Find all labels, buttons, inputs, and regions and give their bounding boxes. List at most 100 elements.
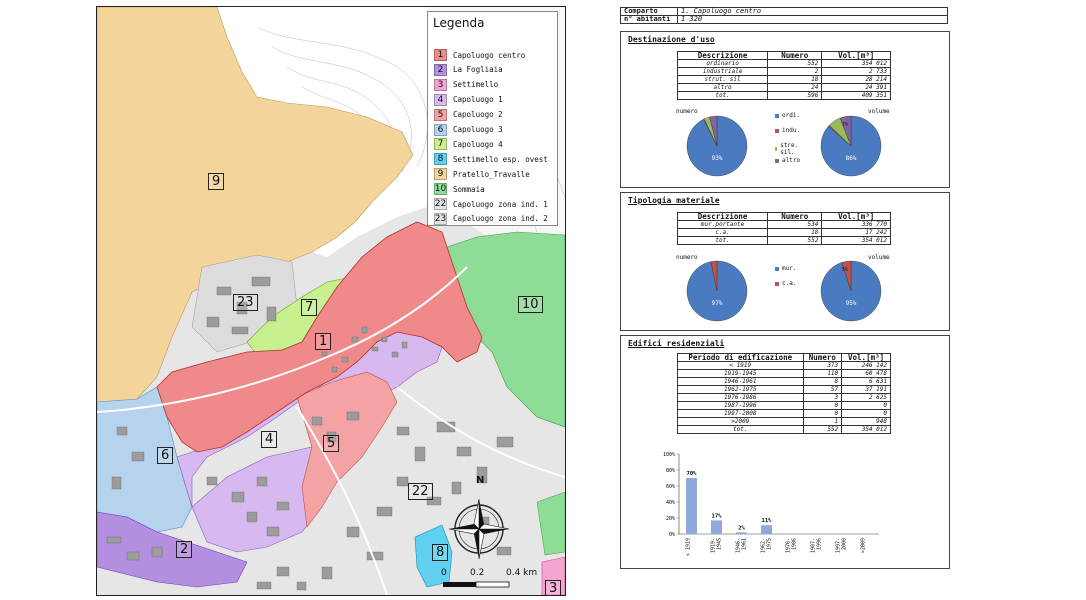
x-tick-label: 1986 bbox=[792, 538, 798, 550]
table-cell: 336 770 bbox=[821, 220, 891, 229]
table-cell: 1 bbox=[802, 417, 843, 426]
table-row: 1976-1986 3 2 625 bbox=[677, 393, 891, 402]
zone-2[interactable] bbox=[97, 511, 248, 588]
table-cell: tot. bbox=[676, 236, 769, 245]
table-cell: 2 625 bbox=[841, 393, 891, 402]
legend-label: Capoluogo centro bbox=[453, 50, 526, 60]
legend-swatch: 1 bbox=[434, 49, 447, 61]
table-cell: 246 142 bbox=[841, 361, 891, 370]
table-cell: >2009 bbox=[677, 417, 804, 426]
y-tick-label: 20% bbox=[666, 516, 675, 522]
x-tick-label: 1987- bbox=[811, 538, 817, 553]
pie-legend-label: c.a. bbox=[782, 280, 797, 287]
zone-3[interactable] bbox=[541, 556, 565, 595]
scale-tick-0: 0 bbox=[441, 568, 447, 578]
table-cell: tot. bbox=[676, 91, 769, 100]
table-cell: 354 012 bbox=[821, 236, 891, 245]
legend-label: Capoluogo 3 bbox=[453, 125, 503, 134]
pie-legend-item: stre. sil. bbox=[775, 142, 800, 156]
zone-label-9: 9 bbox=[208, 173, 225, 190]
north-label: N bbox=[476, 475, 485, 486]
x-tick-label: >2009 bbox=[861, 538, 867, 553]
table-cell: 552 bbox=[767, 59, 823, 68]
table-cell: 3 bbox=[802, 393, 843, 402]
table-header: Descrizione bbox=[676, 212, 769, 221]
tipologia-table: Descrizione Numero Vol.[m³] mur.portante 534… bbox=[676, 212, 891, 245]
table-cell: 1987-1996 bbox=[677, 401, 804, 410]
legend-label: Capoluogo 2 bbox=[453, 110, 503, 120]
table-cell: 6 631 bbox=[841, 377, 891, 386]
bar-data-label: 70% bbox=[687, 471, 698, 477]
x-tick-label: 1997- bbox=[836, 538, 842, 553]
edifici-panel: Edifici residenziali Periodo di edificaz… bbox=[620, 335, 950, 569]
dest-pie-numero: 93% bbox=[686, 115, 748, 177]
legend-item-10: 10 Sommaia bbox=[434, 182, 485, 196]
legend-item-6: 6 Capoluogo 3 bbox=[434, 123, 503, 137]
pie-slice bbox=[841, 260, 852, 292]
zone-label-23: 23 bbox=[233, 294, 258, 311]
legend-item-7: 7 Capoluogo 4 bbox=[434, 137, 503, 151]
table-cell: < 1919 bbox=[677, 361, 804, 370]
x-tick-label: 2008 bbox=[842, 538, 848, 550]
bar bbox=[736, 532, 747, 534]
zone-label-6: 6 bbox=[157, 447, 174, 464]
legend-item-3: 3 Settimello bbox=[434, 78, 498, 92]
table-header: Descrizione bbox=[676, 51, 769, 60]
pie-legend-item: indu. bbox=[775, 127, 800, 134]
legend-swatch: 8 bbox=[434, 153, 447, 166]
table-cell: 1946-1961 bbox=[677, 377, 804, 386]
tipologia-title: Tipologia materiale bbox=[628, 196, 720, 205]
scale-tick-2: 0.4 km bbox=[506, 568, 538, 578]
legend-label: Capoluogo zona ind. 2 bbox=[453, 214, 548, 224]
table-header: Periodo di edificazione bbox=[677, 353, 804, 362]
table-row: 1962-1975 57 37 191 bbox=[677, 385, 891, 394]
legend-swatch: 9 bbox=[434, 168, 447, 181]
legend-item-22: 22 Capoluogo zona ind. 1 bbox=[434, 197, 548, 211]
tipologia-panel: Tipologia materiale Descrizione Numero Vol… bbox=[620, 192, 950, 331]
table-cell: industriale bbox=[676, 67, 769, 76]
zone-9[interactable] bbox=[97, 7, 414, 408]
pie-legend-swatch bbox=[775, 281, 779, 286]
zone-1[interactable] bbox=[156, 221, 483, 453]
zone-label-1: 1 bbox=[315, 333, 332, 350]
legend-label: Capoluogo 1 bbox=[453, 95, 503, 105]
table-cell: 1919-1945 bbox=[677, 369, 804, 378]
table-cell: altro bbox=[676, 83, 769, 92]
table-cell: 948 bbox=[841, 417, 891, 426]
map-legend: Legenda 1 Capoluogo centro 2 La Fogliaia 3 Se… bbox=[427, 11, 558, 226]
x-tick-label: 1975 bbox=[767, 538, 773, 550]
pie-legend-swatch bbox=[775, 266, 779, 271]
scale-bar bbox=[443, 581, 510, 588]
pie-legend-item: ordi. bbox=[775, 112, 800, 119]
legend-label: Settimello bbox=[453, 80, 499, 90]
table-cell: 60 478 bbox=[841, 369, 891, 378]
table-row: 1987-1996 0 0 bbox=[677, 401, 891, 410]
pie-legend-swatch bbox=[775, 158, 779, 163]
table-cell: 18 bbox=[767, 75, 823, 84]
legend-label: Capoluogo 4 bbox=[453, 139, 503, 149]
table-cell: 552 bbox=[767, 236, 823, 245]
legend-item-9: 9 Pratello_Travalle bbox=[434, 167, 530, 181]
table-header: Vol.[m³] bbox=[821, 212, 891, 221]
zone-label-7: 7 bbox=[301, 299, 318, 316]
pie-legend-item: c.a. bbox=[775, 280, 796, 287]
table-cell: 28 214 bbox=[821, 75, 891, 84]
pie-data-label: 95% bbox=[846, 300, 857, 307]
table-row: >2009 1 948 bbox=[677, 417, 891, 426]
table-cell: 552 bbox=[802, 425, 843, 434]
pie-legend-swatch bbox=[775, 147, 778, 151]
dest-pie-volume: 86% 7% bbox=[820, 115, 882, 177]
x-tick-label: 1945 bbox=[717, 538, 723, 550]
table-row: tot. 552 354 012 bbox=[677, 425, 891, 434]
zone-5[interactable] bbox=[296, 371, 398, 528]
table-row: tot. 552 354 012 bbox=[676, 236, 891, 245]
legend-label: La Fogliaia bbox=[453, 65, 503, 75]
legend-item-5: 5 Capoluogo 2 bbox=[434, 108, 503, 122]
y-tick-label: 0% bbox=[669, 532, 675, 538]
x-tick-label: 1976- bbox=[786, 538, 792, 553]
pie-legend-label: stre. sil. bbox=[780, 142, 799, 156]
zone-label-10: 10 bbox=[518, 296, 543, 313]
dest-pie-numero-title: numero bbox=[676, 108, 698, 115]
table-row: < 1919 373 246 142 bbox=[677, 361, 891, 370]
table-row: ordinario 552 354 012 bbox=[676, 59, 891, 68]
